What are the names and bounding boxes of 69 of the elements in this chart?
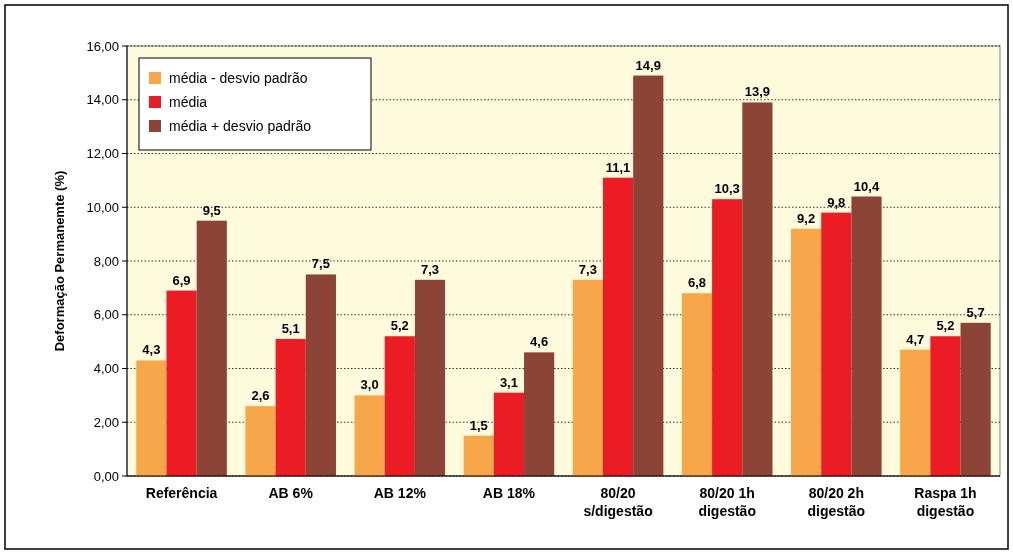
data-label: 6,8: [687, 275, 707, 291]
bar: [900, 349, 931, 476]
data-label: 14,9: [635, 57, 661, 73]
bar: [602, 177, 634, 476]
bar: [742, 102, 773, 476]
y-tick-label: 8,00: [93, 253, 119, 269]
x-tick-label: 80/20 2h digestão: [807, 485, 866, 519]
x-tick-label: AB 18%: [482, 485, 536, 501]
bar: [354, 395, 385, 476]
x-tick-label: AB 6%: [268, 485, 314, 501]
bar: [524, 352, 555, 476]
y-tick-label: 14,00: [86, 92, 119, 108]
x-tick-label: 80/20 s/digestão: [583, 485, 653, 519]
data-label: 3,1: [499, 374, 518, 390]
y-tick-label: 2,00: [93, 414, 119, 430]
data-label: 5,2: [936, 318, 955, 334]
x-tick-label: AB 12%: [373, 485, 427, 501]
bar: [463, 435, 494, 476]
y-tick-label: 10,00: [86, 199, 119, 215]
bar: [275, 338, 306, 476]
data-label: 5,1: [281, 320, 300, 336]
y-tick-label: 16,00: [86, 38, 119, 54]
y-tick-label: 4,00: [93, 361, 119, 377]
y-tick-label: 0,00: [93, 468, 119, 484]
bar: [493, 392, 525, 476]
bar: [791, 228, 822, 476]
data-label: 13,9: [744, 84, 771, 100]
bar: [305, 274, 336, 476]
bar: [930, 336, 961, 476]
bar: [384, 336, 415, 476]
bar: [821, 212, 852, 476]
data-label: 9,2: [797, 210, 816, 226]
data-label: 11,1: [605, 159, 631, 175]
bar: [851, 196, 882, 476]
data-label: 6,9: [172, 272, 191, 288]
bar: [245, 406, 276, 476]
bar: [681, 293, 713, 476]
data-label: 1,5: [469, 417, 488, 433]
bar: [572, 279, 603, 476]
data-label: 7,3: [578, 261, 597, 277]
x-tick-label: Referência: [145, 485, 218, 501]
data-label: 9,5: [202, 202, 221, 218]
data-label: 7,3: [420, 261, 440, 277]
bar: [712, 199, 743, 476]
data-label: 4,7: [906, 331, 925, 347]
data-label: 10,3: [714, 181, 740, 197]
data-label: 4,3: [142, 342, 161, 358]
bar: [414, 279, 446, 476]
data-label: 9,8: [827, 194, 846, 210]
data-label: 7,5: [311, 256, 330, 272]
x-tick-label: 80/20 1h digestão: [698, 485, 756, 519]
bar: [136, 360, 167, 476]
y-axis-title: Deformação Permanemte (%): [52, 170, 67, 352]
legend-label: média: [169, 93, 208, 110]
x-tick-label: Raspa 1h digestão: [914, 485, 977, 519]
data-label: 5,7: [966, 304, 985, 320]
y-tick-label: 12,00: [86, 146, 119, 162]
legend-label: média + desvio padrão: [169, 117, 312, 134]
data-label: 3,0: [360, 377, 379, 393]
data-label: 2,6: [251, 388, 270, 404]
bar: [166, 290, 197, 476]
bar: [960, 322, 991, 476]
legend-label: média - desvio padrão: [169, 69, 308, 86]
data-label: 5,2: [390, 318, 409, 334]
data-label: 4,6: [530, 334, 549, 350]
bar: [633, 75, 664, 476]
bar: [196, 220, 227, 476]
y-tick-label: 6,00: [93, 307, 119, 323]
data-label: 10,4: [853, 178, 880, 194]
